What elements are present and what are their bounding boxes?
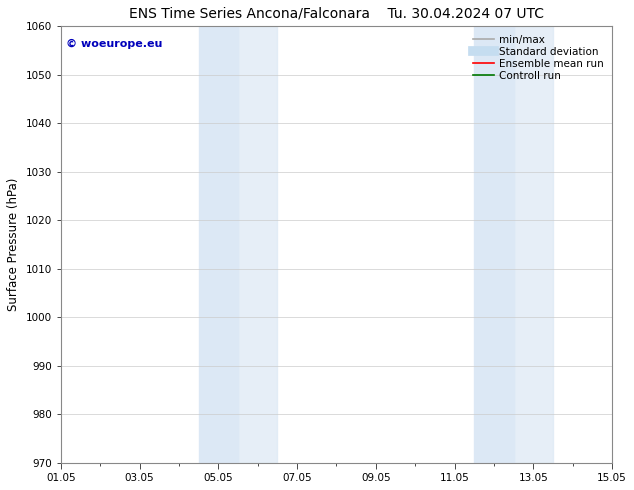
Text: © woeurope.eu: © woeurope.eu <box>67 39 163 49</box>
Bar <box>198 26 238 463</box>
Y-axis label: Surface Pressure (hPa): Surface Pressure (hPa) <box>7 178 20 311</box>
Bar <box>474 26 514 463</box>
Bar <box>238 26 278 463</box>
Title: ENS Time Series Ancona/Falconara    Tu. 30.04.2024 07 UTC: ENS Time Series Ancona/Falconara Tu. 30.… <box>129 7 544 21</box>
Legend: min/max, Standard deviation, Ensemble mean run, Controll run: min/max, Standard deviation, Ensemble me… <box>470 31 607 84</box>
Bar <box>514 26 553 463</box>
